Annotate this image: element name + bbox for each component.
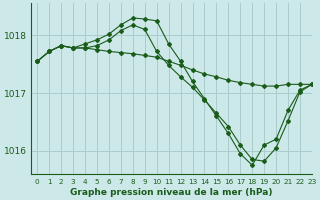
- X-axis label: Graphe pression niveau de la mer (hPa): Graphe pression niveau de la mer (hPa): [70, 188, 273, 197]
